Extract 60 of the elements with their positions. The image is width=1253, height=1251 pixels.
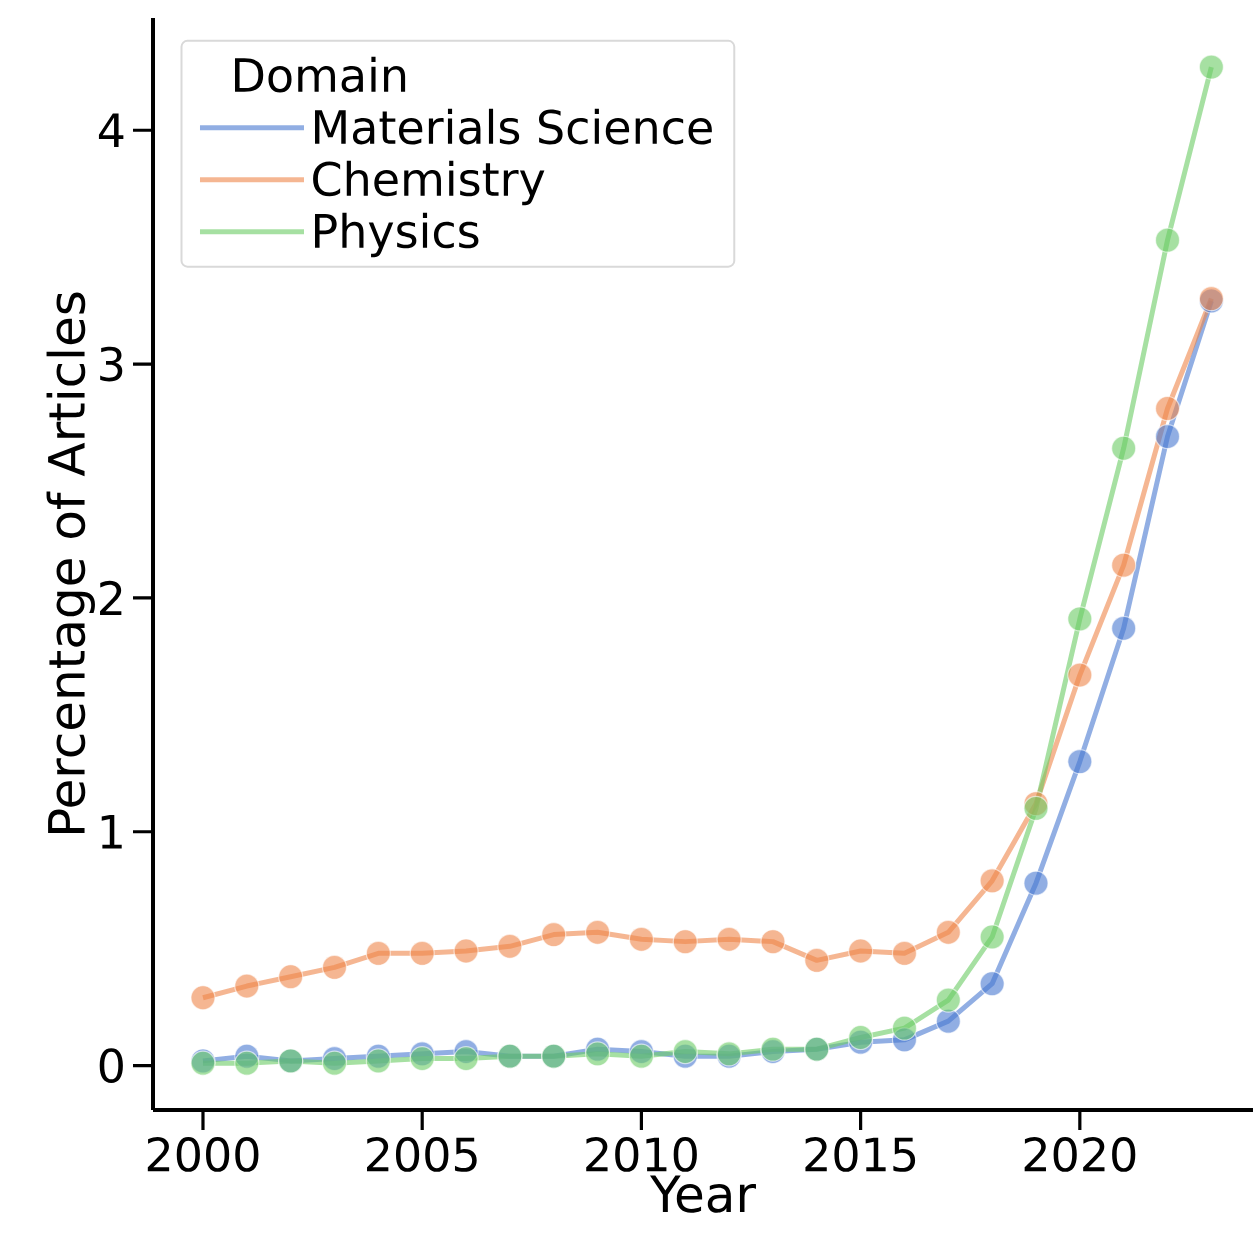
point [1154, 227, 1181, 253]
point [409, 1045, 435, 1072]
y-tick-label: 3 [100, 346, 123, 382]
point [1198, 54, 1224, 80]
point [891, 940, 918, 966]
point [584, 1041, 611, 1067]
y-tick-label: 4 [98, 113, 124, 147]
point [453, 938, 479, 964]
x-tick-label: 2015 [805, 1137, 916, 1172]
point [848, 938, 874, 964]
point [278, 964, 304, 990]
point [453, 1045, 479, 1072]
x-axis-title: Year [649, 1175, 756, 1213]
point [672, 1038, 698, 1065]
legend-label: Chemistry [313, 160, 545, 206]
point [935, 919, 961, 945]
point [891, 1015, 918, 1041]
point [584, 919, 611, 945]
y-axis-title: Percentage of Articles [46, 292, 95, 833]
legend-label: Physics [315, 212, 479, 258]
point [935, 987, 961, 1013]
y-tick-label: 0 [99, 1048, 123, 1083]
point [365, 1048, 391, 1074]
point [628, 926, 655, 952]
point [234, 1050, 260, 1076]
point [234, 973, 260, 999]
point [1067, 748, 1093, 775]
point [804, 947, 830, 973]
point [497, 933, 523, 959]
point [848, 1024, 874, 1051]
point [1154, 423, 1181, 450]
y-tick-label: 1 [101, 814, 122, 849]
point [1067, 606, 1093, 632]
point [979, 971, 1005, 997]
point [190, 985, 216, 1011]
point [716, 926, 742, 952]
x-tick-label: 2020 [1024, 1137, 1136, 1172]
point [1067, 662, 1093, 688]
legend-title: Domain [235, 56, 406, 93]
point [1111, 552, 1137, 578]
x-tick-label: 2000 [147, 1137, 259, 1172]
point [1023, 870, 1049, 896]
x-tick-label: 2010 [586, 1137, 697, 1172]
point [672, 929, 698, 955]
legend-label: Materials Science [315, 108, 712, 145]
point [1111, 435, 1137, 461]
point [321, 1050, 348, 1076]
point [541, 922, 567, 948]
point [760, 929, 786, 955]
point [409, 940, 435, 966]
point [1154, 395, 1181, 422]
point [935, 1008, 961, 1034]
point [365, 940, 391, 966]
x-tick-label: 2005 [367, 1137, 477, 1172]
point [979, 868, 1005, 894]
y-tick-label: 2 [100, 580, 122, 615]
point [321, 954, 348, 980]
point [979, 924, 1005, 950]
point [628, 1043, 655, 1069]
point [1111, 615, 1137, 641]
